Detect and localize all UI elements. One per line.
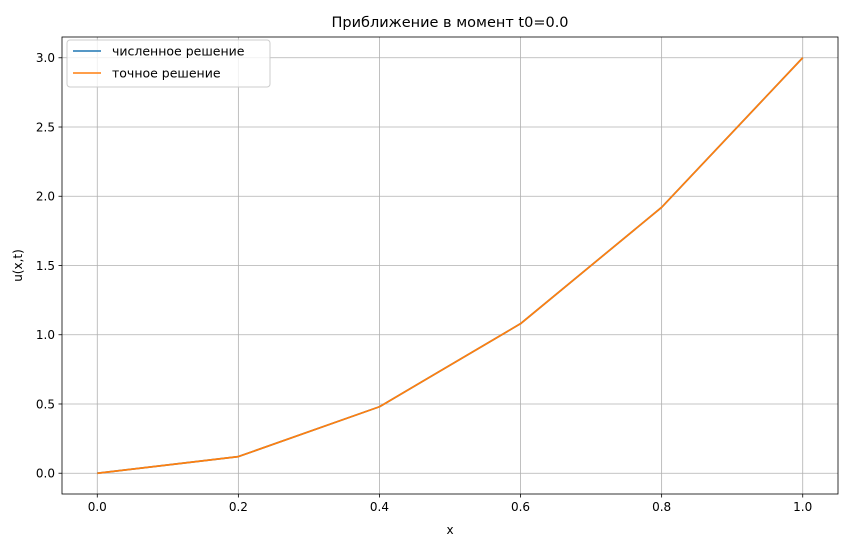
y-tick-label: 0.5 (36, 397, 55, 411)
x-tick-label: 0.0 (88, 500, 107, 514)
legend: численное решение точное решение (66, 39, 271, 88)
y-tick-label: 3.0 (36, 51, 55, 65)
y-tick-label: 2.0 (36, 190, 55, 204)
y-tick-label: 2.5 (36, 120, 55, 134)
x-tick-label: 0.2 (229, 500, 248, 514)
legend-label-exact: точное решение (112, 66, 221, 81)
chart-title: Приближение в момент t0=0.0 (331, 15, 568, 31)
y-axis-label: u(x,t) (11, 249, 25, 282)
y-tick-label: 0.0 (36, 467, 55, 481)
y-tick-label: 1.0 (36, 328, 55, 342)
x-tick-label: 0.4 (370, 500, 389, 514)
legend-box (66, 39, 271, 88)
series-line-1 (97, 57, 804, 475)
ticks: 0.0 0.2 0.4 0.6 0.8 1.0 0.0 0.5 1.0 1.5 2.0 2.5 3.0 (36, 51, 812, 514)
x-tick-label: 1.0 (793, 500, 812, 514)
y-tick-label: 1.5 (36, 259, 55, 273)
x-tick-label: 0.8 (652, 500, 671, 514)
grid (62, 37, 838, 494)
x-axis-label: x (446, 523, 453, 537)
legend-label-numerical: численное решение (112, 44, 245, 59)
series-lines (97, 57, 804, 475)
x-tick-label: 0.6 (511, 500, 530, 514)
